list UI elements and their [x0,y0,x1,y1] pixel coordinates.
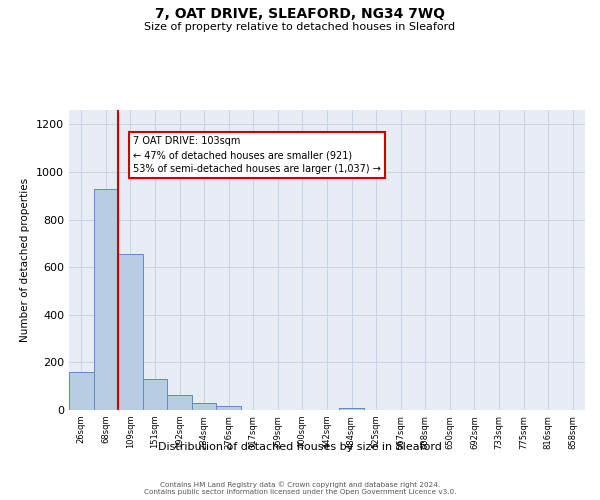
Bar [192,403,217,410]
Bar [69,372,94,410]
Bar [217,406,241,410]
Text: Distribution of detached houses by size in Sleaford: Distribution of detached houses by size … [158,442,442,452]
Bar [167,394,192,410]
Bar [94,188,118,410]
Bar [143,379,167,410]
Text: Contains HM Land Registry data © Crown copyright and database right 2024.
Contai: Contains HM Land Registry data © Crown c… [144,482,456,495]
Text: 7 OAT DRIVE: 103sqm
← 47% of detached houses are smaller (921)
53% of semi-detac: 7 OAT DRIVE: 103sqm ← 47% of detached ho… [133,136,381,174]
Bar [118,254,143,410]
Text: Size of property relative to detached houses in Sleaford: Size of property relative to detached ho… [145,22,455,32]
Y-axis label: Number of detached properties: Number of detached properties [20,178,31,342]
Text: 7, OAT DRIVE, SLEAFORD, NG34 7WQ: 7, OAT DRIVE, SLEAFORD, NG34 7WQ [155,8,445,22]
Bar [339,408,364,410]
